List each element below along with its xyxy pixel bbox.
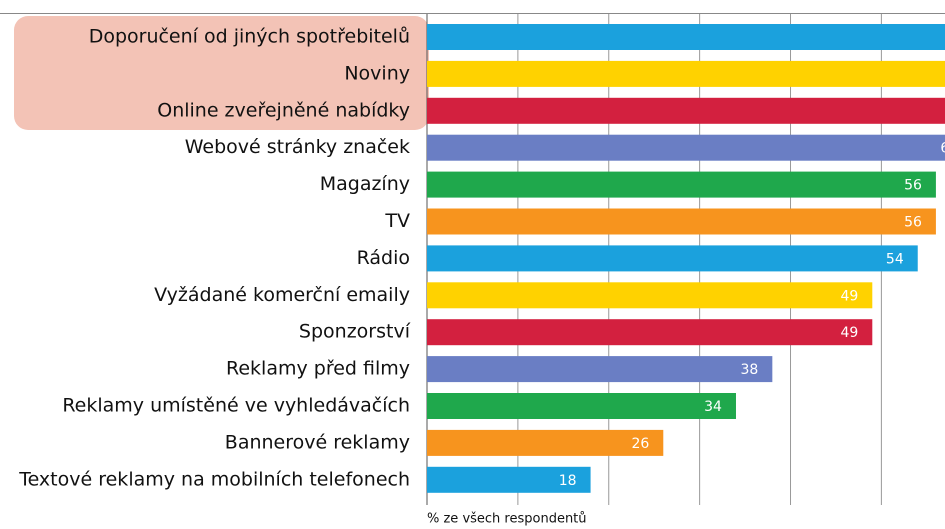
value-label: 56 (904, 178, 922, 194)
category-label: Bannerové reklamy (225, 431, 410, 453)
highlight-box (14, 16, 429, 130)
bar (427, 319, 873, 346)
category-label: Magazíny (320, 173, 410, 195)
category-label: Sponzorství (299, 321, 411, 343)
category-label: Reklamy před filmy (226, 358, 410, 380)
value-label: 49 (840, 288, 858, 304)
category-label: Reklamy umístěné ve vyhledávačích (62, 395, 410, 417)
value-label: 56 (904, 215, 922, 231)
category-label: Noviny (344, 62, 410, 84)
value-label: 18 (559, 473, 577, 489)
bar (427, 356, 773, 383)
plot: 78636160565654494938342618 (426, 14, 945, 505)
category-label: TV (384, 210, 410, 232)
x-axis-title: % ze všech respondentů (427, 512, 587, 527)
bar (427, 24, 945, 50)
bar (427, 208, 936, 235)
category-label: Online zveřejněné nabídky (157, 99, 410, 121)
category-label: Doporučení od jiných spotřebitelů (89, 26, 410, 48)
bar (427, 60, 945, 87)
bar (427, 171, 936, 198)
category-label: Textové reklamy na mobilních telefonech (18, 468, 410, 490)
value-label: 60 (940, 141, 945, 157)
value-label: 54 (886, 251, 904, 267)
value-label: 34 (704, 399, 722, 415)
bar (427, 134, 945, 161)
value-label: 38 (741, 362, 759, 378)
category-label: Webové stránky značek (185, 136, 410, 158)
value-label: 26 (631, 436, 649, 452)
category-label: Vyžádané komerční emaily (154, 284, 410, 306)
bar (427, 393, 736, 419)
bar (427, 97, 945, 124)
category-label: Rádio (357, 247, 410, 269)
bar (427, 245, 918, 272)
value-label: 49 (840, 325, 858, 341)
bar (427, 466, 591, 493)
bar (427, 429, 664, 456)
bar (427, 282, 873, 309)
